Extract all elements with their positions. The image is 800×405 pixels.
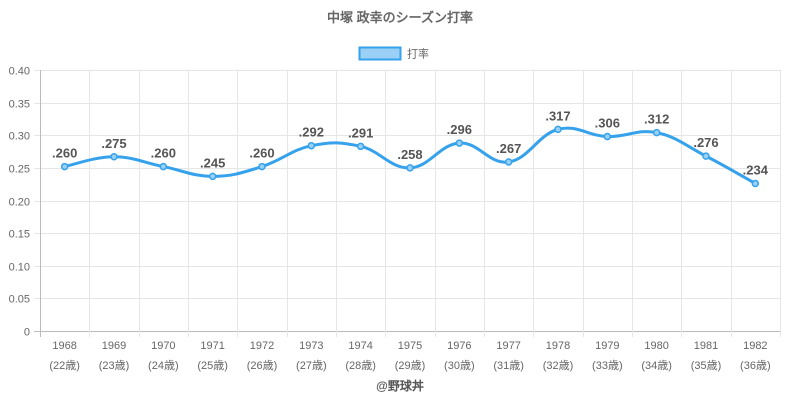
x-tick-sublabel: (23歳) [99,359,130,372]
x-tick-label: 1978 [546,340,570,352]
data-point[interactable] [356,142,365,151]
x-tick-sublabel: (33歳) [592,359,623,372]
x-tick-label: 1981 [694,340,718,352]
data-label: .260 [52,146,77,161]
y-tick-label: 0.05 [9,294,30,306]
x-tick-label: 1979 [595,340,619,352]
data-point[interactable] [208,172,217,181]
x-tick-label: 1969 [102,340,126,352]
data-point[interactable] [307,141,316,150]
data-point[interactable] [652,128,661,137]
data-point[interactable] [455,139,464,147]
x-tick-sublabel: (26歳) [247,359,278,372]
x-tick-sublabel: (29歳) [395,359,426,372]
x-tick-label: 1972 [250,340,274,352]
x-tick-sublabel: (27歳) [296,359,327,372]
data-label: .275 [101,136,126,151]
data-point[interactable] [110,153,118,161]
chart-title: 中塚 政幸のシーズン打率 [327,10,473,25]
x-tick-sublabel: (35歳) [691,359,722,372]
y-tick-label: 0.15 [9,229,30,241]
x-tick-sublabel: (28歳) [345,359,376,372]
x-tick-label: 1974 [348,340,372,352]
x-tick-sublabel: (31歳) [493,359,524,372]
x-tick-sublabel: (25歳) [197,359,228,372]
x-tick-label: 1976 [447,340,471,352]
y-tick-label: 0.40 [9,66,30,78]
data-point[interactable] [60,162,69,171]
data-point[interactable] [702,152,710,160]
data-label: .291 [348,125,373,140]
x-tick-label: 1968 [52,340,76,352]
x-tick-label: 1980 [644,340,668,352]
x-tick-label: 1971 [200,340,224,352]
x-tick-label: 1975 [398,340,422,352]
data-label: .276 [693,135,718,150]
data-point[interactable] [159,162,168,171]
data-label: .245 [200,155,225,170]
data-label: .267 [496,141,521,156]
data-point[interactable] [603,132,612,141]
data-point[interactable] [504,158,513,166]
data-label: .258 [397,147,422,162]
y-tick-label: 0.30 [9,131,30,143]
y-tick-label: 0.35 [9,99,30,111]
x-tick-sublabel: (30歳) [444,359,475,372]
data-label: .317 [545,108,570,123]
data-label: .260 [151,146,176,161]
x-tick-sublabel: (24歳) [148,359,179,372]
x-tick-sublabel: (32歳) [543,359,574,372]
data-label: .234 [743,163,769,178]
x-tick-label: 1970 [151,340,175,352]
data-point[interactable] [406,164,414,172]
data-label: .292 [299,125,324,140]
x-tick-sublabel: (34歳) [641,359,672,372]
data-point[interactable] [751,179,760,188]
x-tick-label: 1982 [743,340,767,352]
legend-label[interactable]: 打率 [407,47,429,61]
data-label: .296 [447,122,472,137]
data-point[interactable] [258,162,266,171]
x-tick-label: 1977 [496,340,520,352]
y-tick-label: 0.20 [9,197,30,209]
y-tick-label: 0.10 [9,262,30,274]
x-tick-sublabel: (36歳) [740,359,771,372]
legend-swatch[interactable] [358,46,402,61]
data-point[interactable] [554,125,562,134]
credit: @野球丼 [376,378,424,393]
data-label: .260 [249,146,274,161]
x-tick-sublabel: (22歳) [49,359,80,372]
data-label: .306 [595,116,620,131]
y-tick-label: 0 [24,327,30,339]
y-tick-label: 0.25 [9,164,30,176]
data-label: .312 [644,112,669,127]
x-tick-label: 1973 [299,340,323,352]
